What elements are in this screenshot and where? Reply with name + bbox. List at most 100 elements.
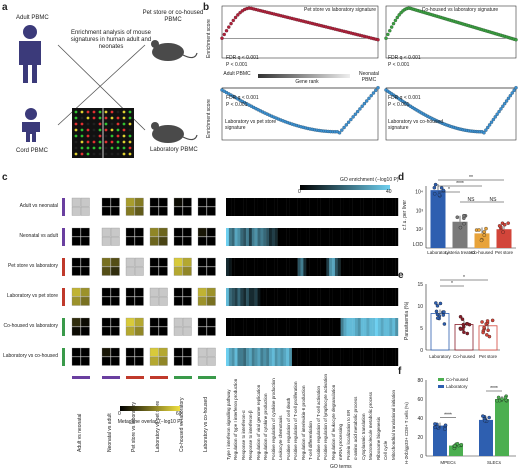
- metagene-cell: [197, 296, 207, 306]
- data-point: [484, 226, 488, 231]
- data-point: [496, 395, 501, 400]
- go-heat-cell: [332, 288, 336, 306]
- metagene-cell: [173, 347, 183, 357]
- data-point: [486, 328, 490, 333]
- enrichment-curve-point: [514, 86, 518, 90]
- go-heat-cell: [375, 258, 379, 276]
- column-color-marker: [198, 376, 216, 379]
- go-heat-cell: [228, 198, 232, 216]
- enrichment-curve-point: [514, 38, 518, 42]
- go-heat-cell: [277, 288, 281, 306]
- metagene-cell: [158, 266, 168, 276]
- go-heat-cell: [375, 348, 379, 366]
- panel-c-label: c: [2, 172, 8, 183]
- go-heat-cell: [366, 198, 370, 216]
- go-term-label: Response to interferon-β: [248, 410, 254, 460]
- cord-pbmc-label: Cord PBMC: [16, 148, 49, 154]
- go-heat-cell: [395, 348, 399, 366]
- go-heat-cell: [352, 198, 356, 216]
- go-heat-cell: [337, 318, 341, 336]
- metagene-cell: [197, 227, 207, 237]
- go-heat-cell: [372, 228, 376, 246]
- go-heat-cell: [386, 228, 390, 246]
- bar: [430, 190, 446, 248]
- data-point: [462, 213, 466, 218]
- y-tick-label: 20: [417, 435, 423, 441]
- go-heat-cell: [303, 348, 307, 366]
- go-heat-cell: [337, 228, 341, 246]
- heatmap-column-label: Adult vs neonatal: [77, 413, 83, 452]
- go-heat-cell: [332, 348, 336, 366]
- column-color-marker: [174, 376, 192, 379]
- metagene-cell: [206, 326, 216, 336]
- go-heat-cell: [392, 318, 396, 336]
- go-heat-cell: [352, 348, 356, 366]
- go-term-label: Positive regulation of T-cell proliferat…: [293, 381, 299, 460]
- panel-f-chart: 80 60 40 20 0 H-2Kb/gp33+ CD8+ T cells (%) Co-…: [404, 377, 516, 465]
- y-axis-label: Parasitaemia (%): [404, 301, 410, 340]
- go-heat-cell: [360, 348, 364, 366]
- legend-label: Co-housed: [446, 377, 469, 382]
- go-heat-cell: [248, 318, 252, 336]
- x-tick-label: Listeria treated: [445, 250, 475, 255]
- go-term-label: T-cell differentiation: [308, 421, 314, 460]
- go-heat-cell: [375, 318, 379, 336]
- go-heat-cell: [320, 258, 324, 276]
- metagene-cell: [206, 236, 216, 246]
- go-heat-cell: [243, 198, 247, 216]
- go-term-label: Type I interferon signalling pathway: [226, 389, 231, 460]
- data-point: [433, 422, 437, 426]
- significance-label: *: [448, 187, 450, 193]
- metagene-cell: [206, 257, 216, 267]
- go-heat-cell: [243, 288, 247, 306]
- go-heat-cell: [269, 318, 273, 336]
- metagene-legend-title: Metagene overlap (−log10 P): [117, 419, 183, 425]
- metagene-cell: [101, 356, 111, 366]
- go-heat-cell: [231, 258, 235, 276]
- go-heat-cell: [231, 228, 235, 246]
- metagene-cell: [158, 287, 168, 297]
- enrichment-curve-point: [508, 93, 513, 98]
- go-heat-cell: [297, 318, 301, 336]
- go-heat-cell: [306, 258, 310, 276]
- gsea-title: Pet store vs laboratory signature: [304, 7, 376, 13]
- microarray-spot: [128, 134, 132, 138]
- go-heat-cell: [234, 198, 238, 216]
- go-heat-cell: [254, 318, 258, 336]
- go-heat-cell: [246, 258, 250, 276]
- go-heat-cell: [303, 288, 307, 306]
- microarray-spot: [122, 146, 126, 150]
- metagene-cell: [173, 266, 183, 276]
- heatmap-row-label: Pet store vs laboratory: [7, 263, 58, 269]
- enrichment-curve-point: [224, 28, 229, 33]
- go-heat-cell: [274, 258, 278, 276]
- metagene-cell: [125, 206, 135, 216]
- metagene-cell: [149, 206, 159, 216]
- go-heat-cell: [317, 348, 321, 366]
- go-heat-cell: [286, 348, 290, 366]
- go-heat-cell: [323, 288, 327, 306]
- go-heat-cell: [269, 228, 273, 246]
- metagene-cell: [80, 206, 90, 216]
- go-term-label: Protein localization to ER: [345, 409, 351, 460]
- metagene-cell: [173, 296, 183, 306]
- microarray-spot: [122, 140, 126, 144]
- microarray-spot: [128, 128, 132, 132]
- metagene-cell: [110, 236, 120, 246]
- microarray-spot: [104, 152, 108, 156]
- go-heat-cell: [343, 288, 347, 306]
- metagene-cell: [110, 197, 120, 207]
- go-heat-cell: [248, 228, 252, 246]
- microarray-spot: [98, 110, 102, 114]
- go-heat-cell: [380, 318, 384, 336]
- go-heat-cell: [254, 198, 258, 216]
- go-heat-cell: [377, 258, 381, 276]
- enrichment-curve-point: [342, 125, 346, 130]
- go-heat-cell: [306, 318, 310, 336]
- go-heat-cell: [317, 288, 321, 306]
- go-heat-cell: [377, 288, 381, 306]
- go-heat-cell: [228, 258, 232, 276]
- go-heat-cell: [380, 198, 384, 216]
- microarray-spot: [74, 110, 78, 114]
- go-heat-cell: [369, 288, 373, 306]
